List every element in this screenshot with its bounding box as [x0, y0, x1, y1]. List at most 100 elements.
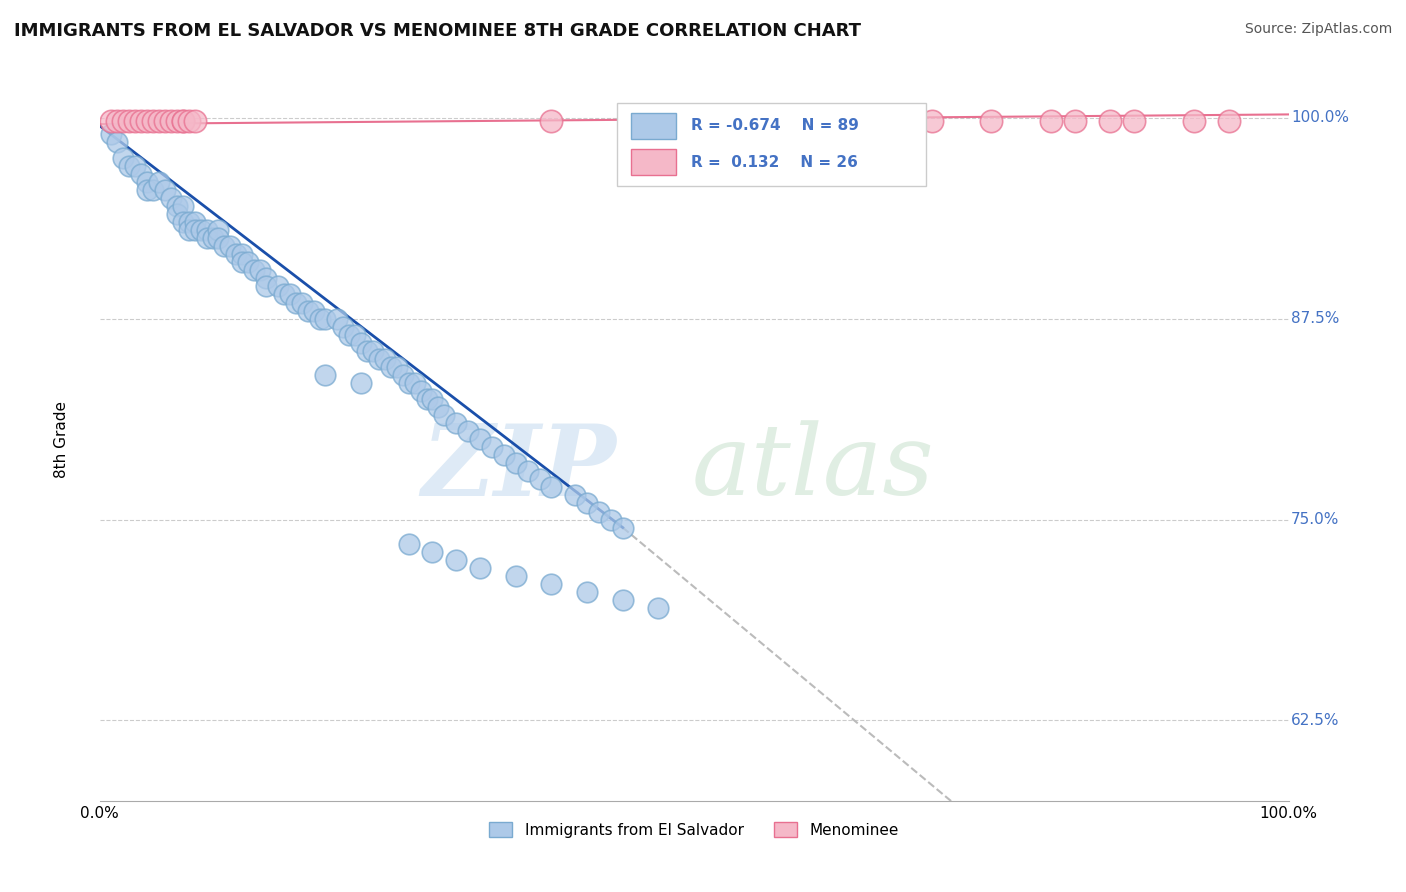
Point [505, 456, 527, 470]
Point [278, 287, 301, 301]
Point [177, 223, 200, 237]
Point [172, 215, 194, 229]
Point [433, 408, 456, 422]
FancyBboxPatch shape [617, 103, 927, 186]
Point [326, 311, 349, 326]
Point [599, 512, 621, 526]
Point [231, 255, 253, 269]
Point [612, 593, 634, 607]
Point [136, 113, 159, 128]
Point [1039, 113, 1062, 128]
Point [337, 327, 360, 342]
Point [921, 113, 943, 128]
Point [492, 448, 515, 462]
Text: R = -0.674    N = 89: R = -0.674 N = 89 [690, 119, 859, 134]
Text: R =  0.132    N = 26: R = 0.132 N = 26 [690, 154, 858, 169]
Text: atlas: atlas [692, 420, 935, 516]
Point [100, 113, 122, 128]
Point [350, 376, 373, 390]
Point [231, 247, 253, 261]
Point [160, 113, 183, 128]
Point [267, 279, 290, 293]
Point [254, 279, 277, 293]
Point [177, 215, 200, 229]
Text: Source: ZipAtlas.com: Source: ZipAtlas.com [1244, 22, 1392, 37]
Point [446, 416, 468, 430]
Text: 8th Grade: 8th Grade [53, 401, 69, 477]
Point [422, 544, 444, 558]
Point [291, 295, 314, 310]
Point [273, 287, 295, 301]
Point [612, 520, 634, 534]
Point [105, 135, 128, 149]
Point [195, 231, 218, 245]
Point [540, 577, 562, 591]
Point [380, 359, 402, 374]
Point [166, 199, 188, 213]
Point [468, 432, 491, 446]
Point [160, 191, 183, 205]
Point [183, 113, 205, 128]
Point [1218, 113, 1240, 128]
Point [136, 175, 159, 189]
Point [129, 167, 152, 181]
Point [540, 480, 562, 494]
Point [540, 113, 562, 128]
Point [142, 183, 165, 197]
Point [516, 464, 538, 478]
Point [1182, 113, 1205, 128]
Point [404, 376, 426, 390]
Point [302, 303, 325, 318]
Point [219, 239, 242, 253]
FancyBboxPatch shape [631, 113, 676, 139]
Point [427, 400, 450, 414]
Point [112, 113, 135, 128]
Point [118, 159, 141, 173]
Point [129, 113, 152, 128]
Point [1123, 113, 1146, 128]
Point [576, 496, 599, 510]
Point [350, 335, 373, 350]
Point [862, 113, 884, 128]
Point [183, 215, 205, 229]
Point [422, 392, 444, 406]
Point [588, 504, 610, 518]
Point [153, 183, 176, 197]
Point [201, 231, 224, 245]
Point [314, 311, 336, 326]
Point [297, 303, 319, 318]
Point [368, 351, 391, 366]
Text: 100.0%: 100.0% [1291, 110, 1348, 125]
Point [980, 113, 1002, 128]
Legend: Immigrants from El Salvador, Menominee: Immigrants from El Salvador, Menominee [484, 815, 905, 844]
Point [172, 113, 194, 128]
Point [468, 561, 491, 575]
Point [195, 223, 218, 237]
Point [398, 536, 420, 550]
FancyBboxPatch shape [631, 149, 676, 175]
Text: IMMIGRANTS FROM EL SALVADOR VS MENOMINEE 8TH GRADE CORRELATION CHART: IMMIGRANTS FROM EL SALVADOR VS MENOMINEE… [14, 22, 860, 40]
Point [385, 359, 408, 374]
Text: 75.0%: 75.0% [1291, 512, 1340, 527]
Point [238, 255, 260, 269]
Point [361, 343, 384, 358]
Point [118, 113, 141, 128]
Point [142, 113, 165, 128]
Point [1099, 113, 1122, 128]
Point [254, 271, 277, 285]
Point [314, 368, 336, 382]
Point [446, 553, 468, 567]
Point [190, 223, 212, 237]
Point [207, 223, 229, 237]
Point [576, 585, 599, 599]
Point [136, 183, 159, 197]
Point [564, 488, 586, 502]
Point [1063, 113, 1085, 128]
Point [332, 319, 354, 334]
Point [148, 113, 170, 128]
Point [153, 113, 176, 128]
Point [374, 351, 396, 366]
Point [529, 472, 551, 486]
Point [391, 368, 413, 382]
Point [243, 263, 266, 277]
